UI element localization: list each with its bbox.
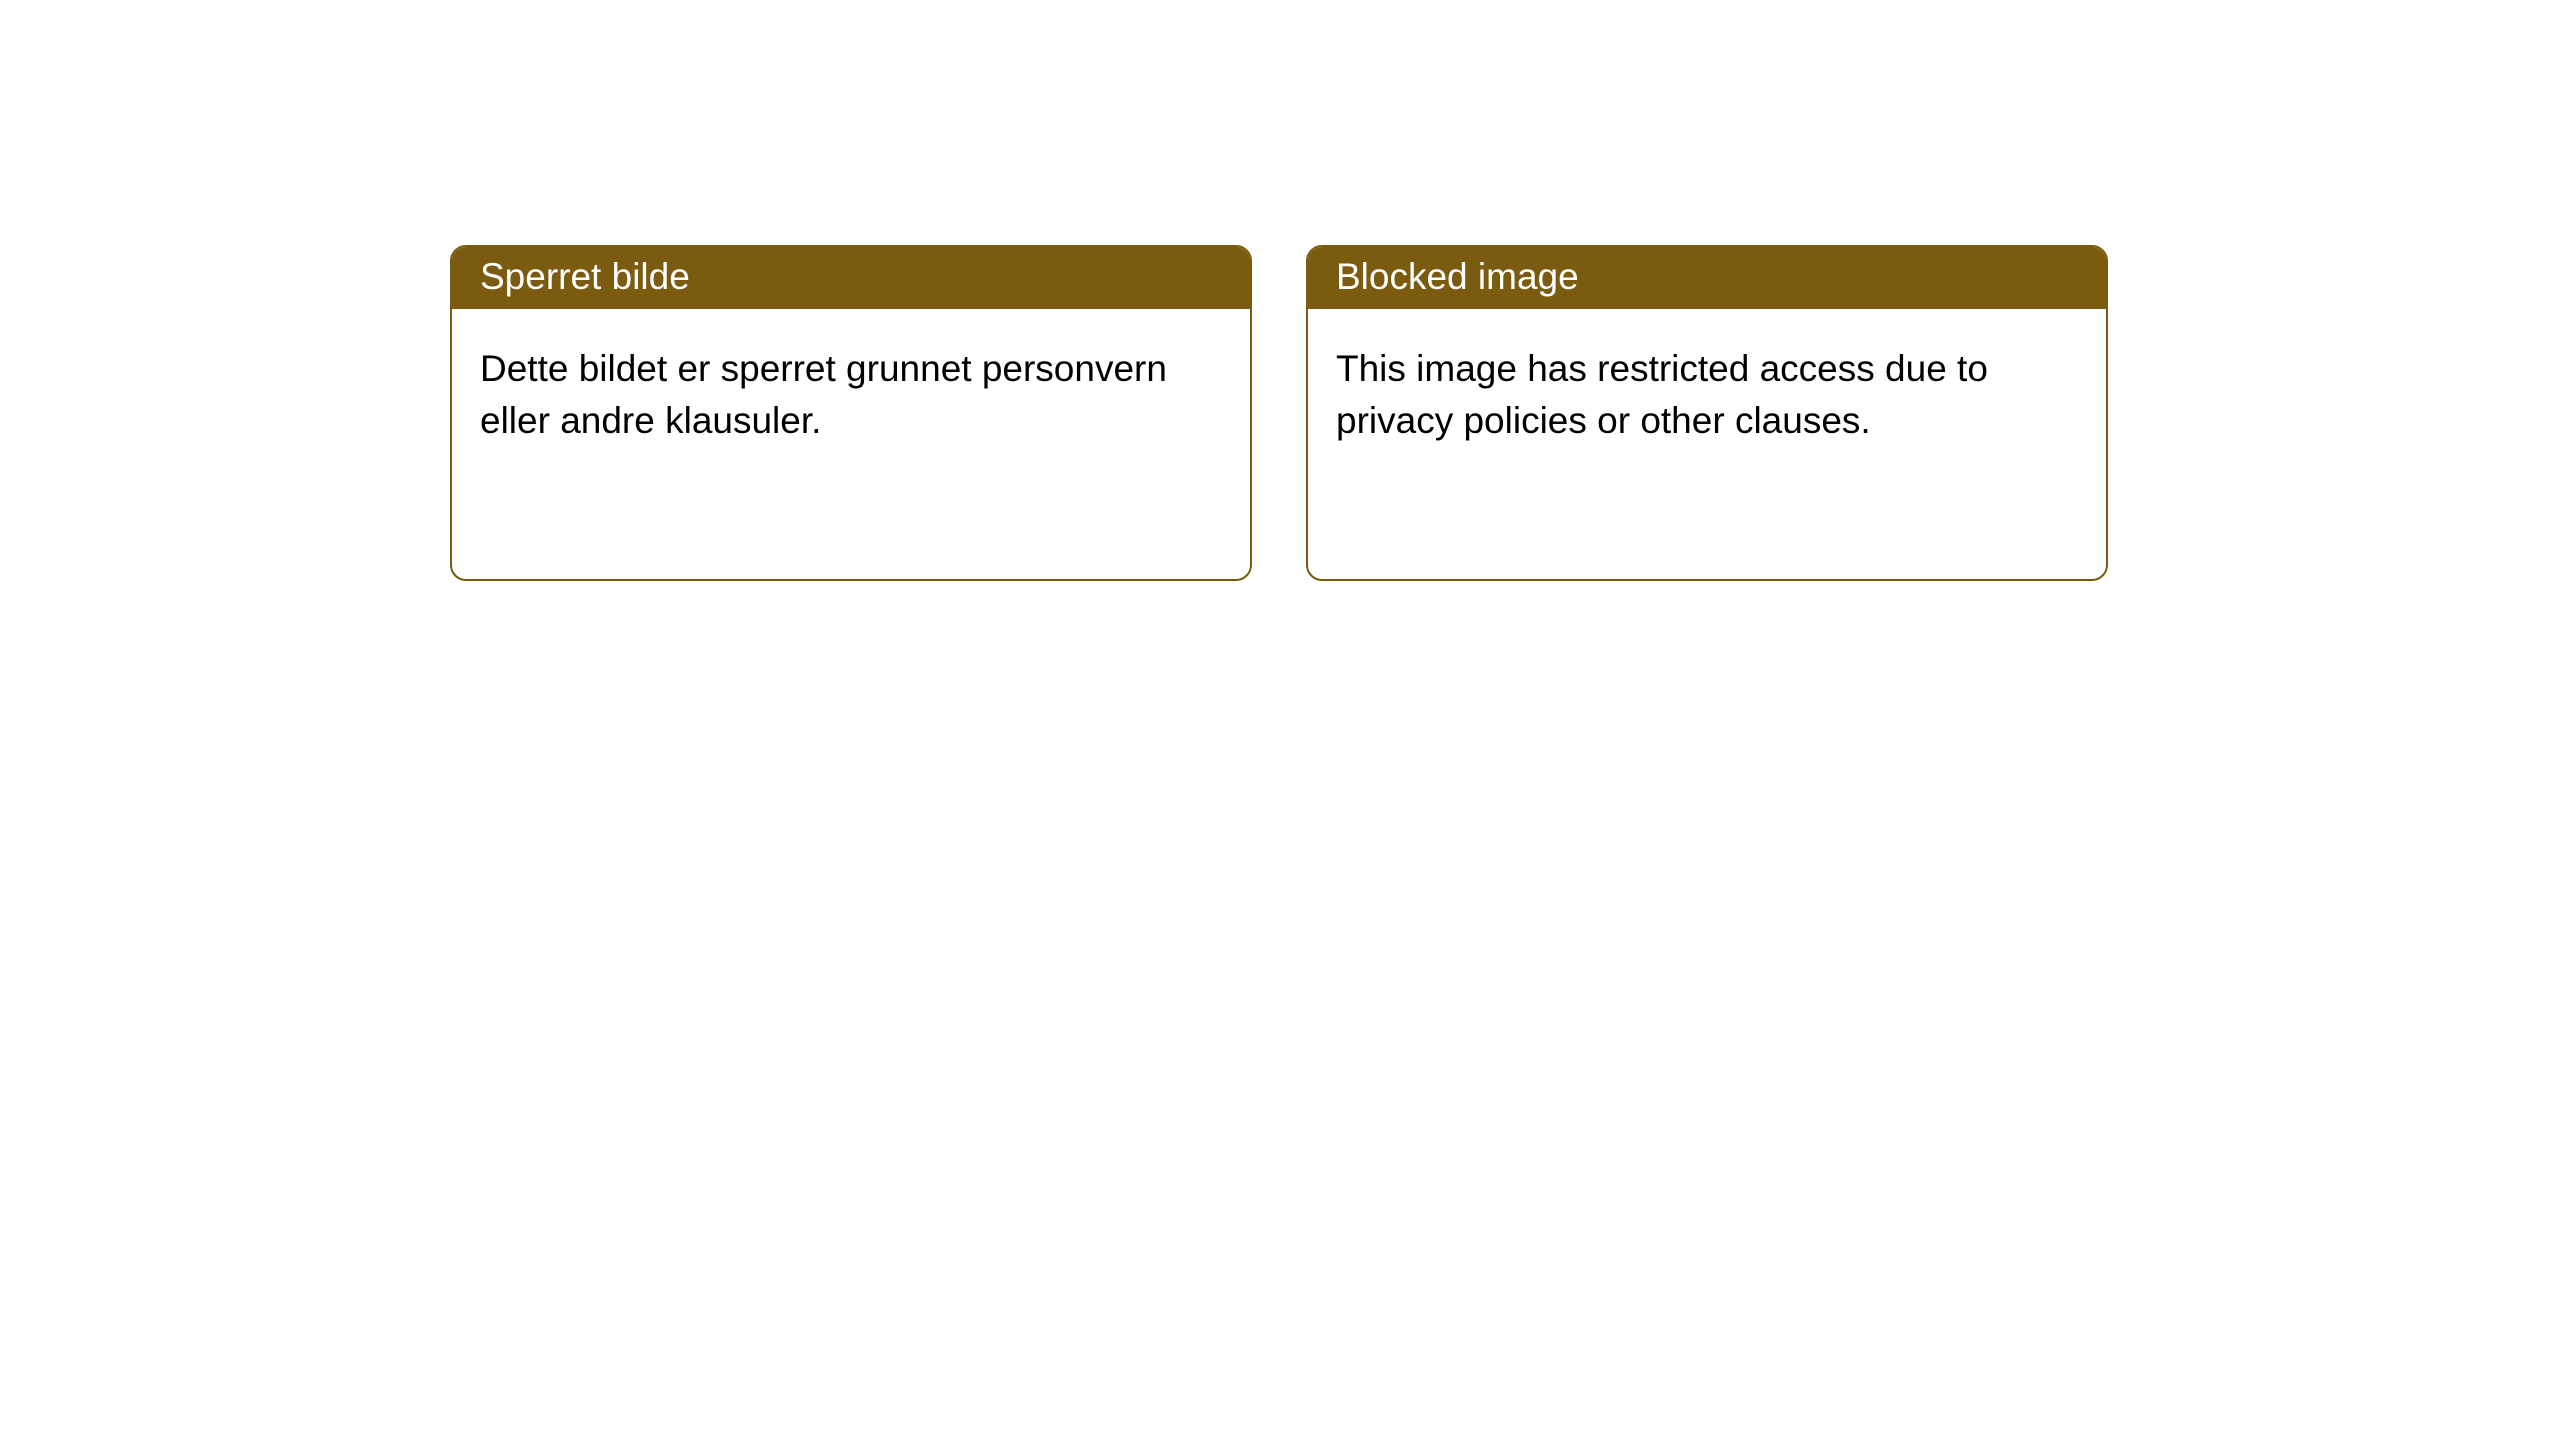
notice-header: Sperret bilde <box>452 247 1250 309</box>
notice-header: Blocked image <box>1308 247 2106 309</box>
notice-body: Dette bildet er sperret grunnet personve… <box>452 309 1250 481</box>
notice-body: This image has restricted access due to … <box>1308 309 2106 481</box>
notice-card-norwegian: Sperret bilde Dette bildet er sperret gr… <box>450 245 1252 581</box>
notice-container: Sperret bilde Dette bildet er sperret gr… <box>0 0 2560 581</box>
notice-card-english: Blocked image This image has restricted … <box>1306 245 2108 581</box>
